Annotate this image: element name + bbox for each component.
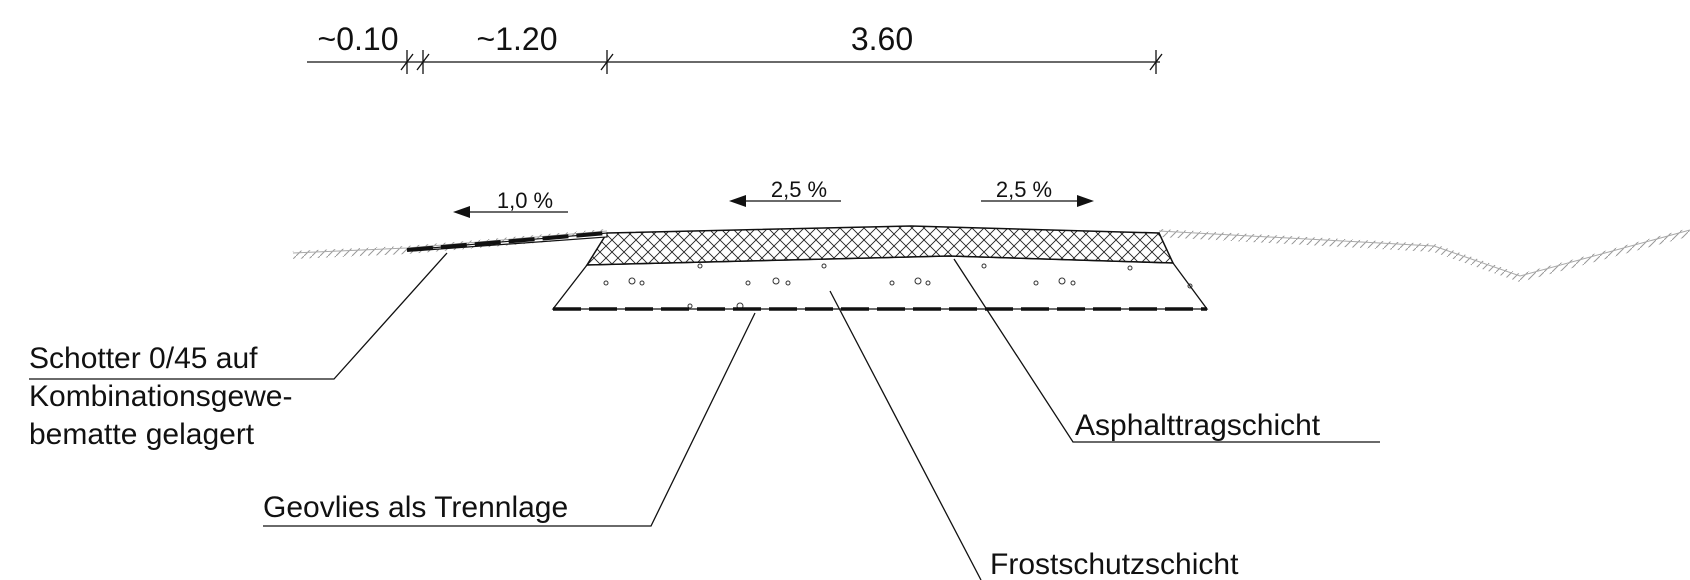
layer-label: Geovlies als Trennlage: [263, 491, 568, 524]
dimension-label: ~1.20: [477, 21, 558, 57]
slope-label: 1,0 %: [497, 188, 553, 213]
layer-label: Asphalttragschicht: [1075, 409, 1321, 442]
leader-line: [263, 312, 756, 527]
slope-arrow: [453, 206, 568, 218]
layer-label: Schotter 0/45 auf: [29, 342, 258, 375]
dimension-label: ~0.10: [318, 21, 399, 57]
layer-label: bematte gelagert: [29, 418, 255, 451]
layer-label: Frostschutzschicht: [990, 548, 1239, 580]
dimension-label: 3.60: [851, 21, 913, 57]
slope-arrow: [981, 195, 1094, 207]
slope-label: 2,5 %: [771, 177, 827, 202]
slope-arrow: [729, 195, 841, 207]
slope-label: 2,5 %: [996, 177, 1052, 202]
leader-line: [29, 252, 448, 380]
dimension-line: [307, 50, 1163, 74]
layer-label: Kombinationsgewe-: [29, 380, 292, 413]
leader-line: [829, 290, 982, 580]
schotter-shoulder: [406, 231, 608, 252]
leader-line: [953, 258, 1380, 443]
asphalt-layer: [585, 225, 1175, 266]
